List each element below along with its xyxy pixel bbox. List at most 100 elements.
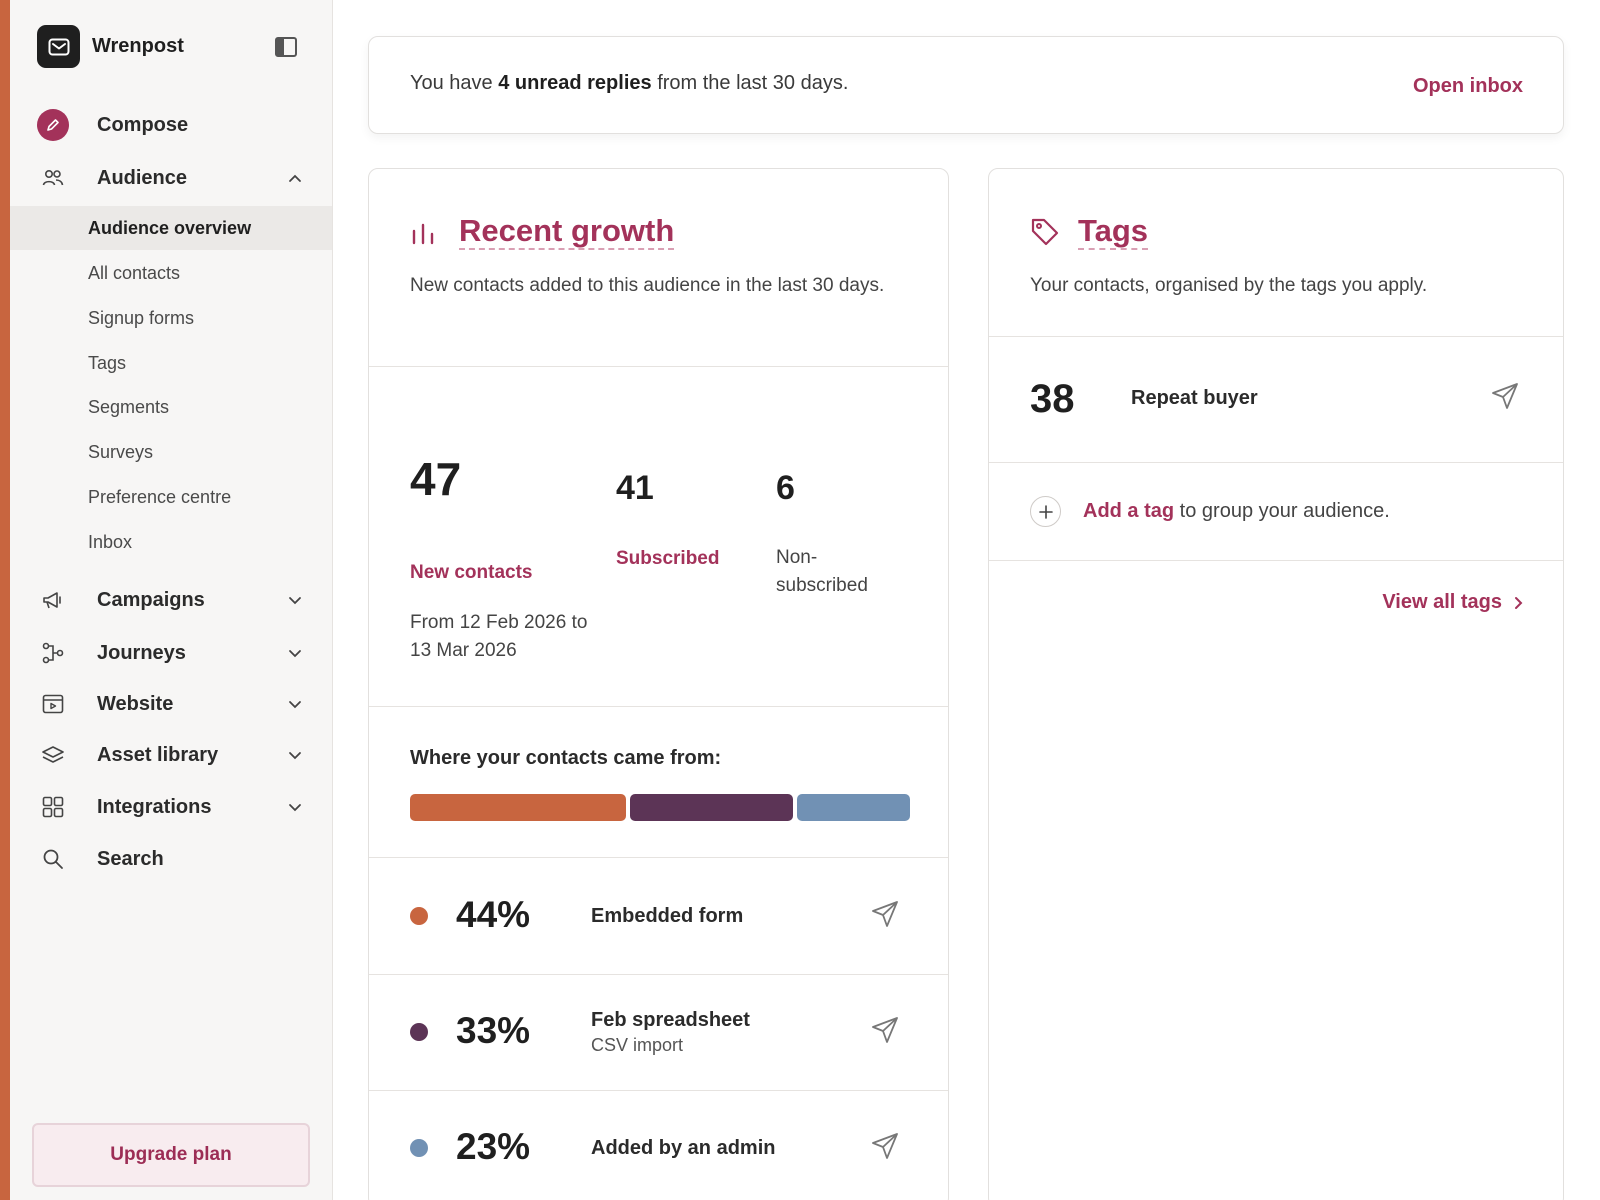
browser-icon: [37, 688, 69, 720]
sidebar: Wrenpost Compose Audience Audience overv…: [10, 0, 333, 1200]
divider: [369, 706, 948, 707]
chevron-down-icon: [285, 590, 305, 610]
sidebar-item-signup-forms[interactable]: Signup forms: [10, 296, 332, 340]
source-segment-feb-spreadsheet[interactable]: [630, 794, 793, 821]
divider: [369, 366, 948, 367]
divider: [989, 462, 1563, 463]
date-range: From 12 Feb 2026 to 13 Mar 2026: [410, 609, 587, 665]
subnav-label: Signup forms: [88, 307, 195, 328]
source-row: 33% Feb spreadsheet CSV import: [369, 975, 948, 1091]
tag-name[interactable]: Repeat buyer: [1131, 387, 1258, 409]
pencil-icon: [37, 109, 69, 141]
send-icon[interactable]: [871, 1016, 901, 1046]
date-range-line: 13 Mar 2026: [410, 640, 517, 661]
source-row: 23% Added by an admin: [369, 1091, 948, 1200]
grid-icon: [37, 791, 69, 823]
recent-growth-description: New contacts added to this audience in t…: [410, 275, 885, 296]
chevron-right-icon: [1514, 596, 1523, 610]
divider: [989, 336, 1563, 337]
sidebar-toggle-icon[interactable]: [274, 35, 298, 59]
subnav-label: All contacts: [88, 262, 181, 283]
source-percent: 44%: [456, 894, 531, 935]
search-icon: [37, 843, 69, 875]
compose-button[interactable]: Compose: [37, 105, 317, 145]
sidebar-item-website[interactable]: Website: [37, 684, 317, 724]
chevron-down-icon: [285, 797, 305, 817]
megaphone-icon: [37, 584, 69, 616]
divider: [369, 974, 948, 975]
divider: [369, 857, 948, 858]
tags-description: Your contacts, organised by the tags you…: [1030, 275, 1428, 296]
sidebar-item-integrations[interactable]: Integrations: [37, 787, 317, 827]
recent-growth-title[interactable]: Recent growth: [459, 213, 675, 250]
chevron-down-icon: [285, 745, 305, 765]
sidebar-item-asset-library[interactable]: Asset library: [37, 735, 317, 775]
subscribed-count: 41: [616, 469, 654, 507]
sidebar-item-surveys[interactable]: Surveys: [10, 430, 332, 474]
view-all-tags-label: View all tags: [1382, 591, 1502, 613]
plus-icon[interactable]: [1030, 496, 1061, 527]
subnav-label: Surveys: [88, 441, 154, 462]
website-label: Website: [97, 692, 174, 715]
non-subscribed-line: Non-: [776, 547, 818, 568]
send-icon[interactable]: [1491, 382, 1521, 412]
chevron-down-icon: [285, 643, 305, 663]
non-subscribed-line: subscribed: [776, 575, 868, 596]
people-icon: [37, 162, 69, 194]
source-segment-embedded-form[interactable]: [410, 794, 627, 821]
add-tag-link[interactable]: Add a tag: [1083, 500, 1175, 522]
sidebar-item-preference-centre[interactable]: Preference centre: [10, 475, 332, 519]
journeys-label: Journeys: [97, 641, 186, 664]
source-dot: [410, 907, 428, 925]
tags-title[interactable]: Tags: [1078, 213, 1149, 250]
subnav-label: Tags: [88, 352, 127, 373]
bar-chart-icon: [410, 221, 438, 249]
brand-name: Wrenpost: [92, 35, 184, 57]
add-tag-line: Add a tag to group your audience.: [1083, 500, 1390, 523]
chevron-up-icon: [285, 168, 305, 188]
view-all-tags-link[interactable]: View all tags: [1382, 591, 1523, 614]
source-name: Added by an admin: [591, 1137, 776, 1159]
send-icon[interactable]: [871, 900, 901, 930]
banner-prefix: You have: [410, 72, 499, 94]
subscribed-label[interactable]: Subscribed: [616, 548, 720, 569]
brand[interactable]: Wrenpost: [37, 25, 184, 68]
source-percent: 33%: [456, 1010, 531, 1051]
sidebar-item-tags[interactable]: Tags: [10, 341, 332, 385]
tag-icon: [1030, 217, 1060, 247]
banner-text: You have 4 unread replies from the last …: [410, 72, 848, 95]
banner-highlight: 4 unread replies: [498, 72, 652, 94]
source-row: 44% Embedded form: [369, 858, 948, 974]
open-inbox-link[interactable]: Open inbox: [1413, 75, 1523, 97]
source-dot: [410, 1023, 428, 1041]
audience-label: Audience: [97, 166, 188, 189]
sidebar-item-search[interactable]: Search: [37, 839, 317, 879]
non-subscribed-count: 6: [776, 469, 795, 507]
new-contacts-label[interactable]: New contacts: [410, 562, 533, 583]
sidebar-item-audience[interactable]: Audience: [37, 158, 317, 198]
sidebar-item-audience-overview[interactable]: Audience overview: [10, 206, 332, 250]
subnav-label: Inbox: [88, 531, 133, 552]
source-dot: [410, 1139, 428, 1157]
source-name: Feb spreadsheet: [591, 1009, 750, 1031]
sidebar-item-journeys[interactable]: Journeys: [37, 633, 317, 673]
sidebar-item-segments[interactable]: Segments: [10, 385, 332, 429]
new-contacts-count: 47: [410, 453, 462, 505]
divider: [989, 560, 1563, 561]
chevron-down-icon: [285, 694, 305, 714]
source-segment-added-by-admin[interactable]: [796, 794, 910, 821]
search-label: Search: [97, 847, 164, 870]
non-subscribed-label: Non- subscribed: [776, 544, 868, 600]
upgrade-plan-button[interactable]: Upgrade plan: [32, 1123, 310, 1187]
sidebar-item-inbox[interactable]: Inbox: [10, 520, 332, 564]
tag-count: 38: [1030, 377, 1075, 421]
subnav-label: Audience overview: [88, 217, 252, 238]
send-icon[interactable]: [871, 1132, 901, 1162]
sidebar-item-campaigns[interactable]: Campaigns: [37, 580, 317, 620]
subnav-label: Preference centre: [88, 486, 232, 507]
divider: [369, 1090, 948, 1091]
flow-icon: [37, 637, 69, 669]
envelope-icon: [37, 25, 80, 68]
date-range-line: From 12 Feb 2026 to: [410, 612, 588, 633]
sidebar-item-all-contacts[interactable]: All contacts: [10, 251, 332, 295]
